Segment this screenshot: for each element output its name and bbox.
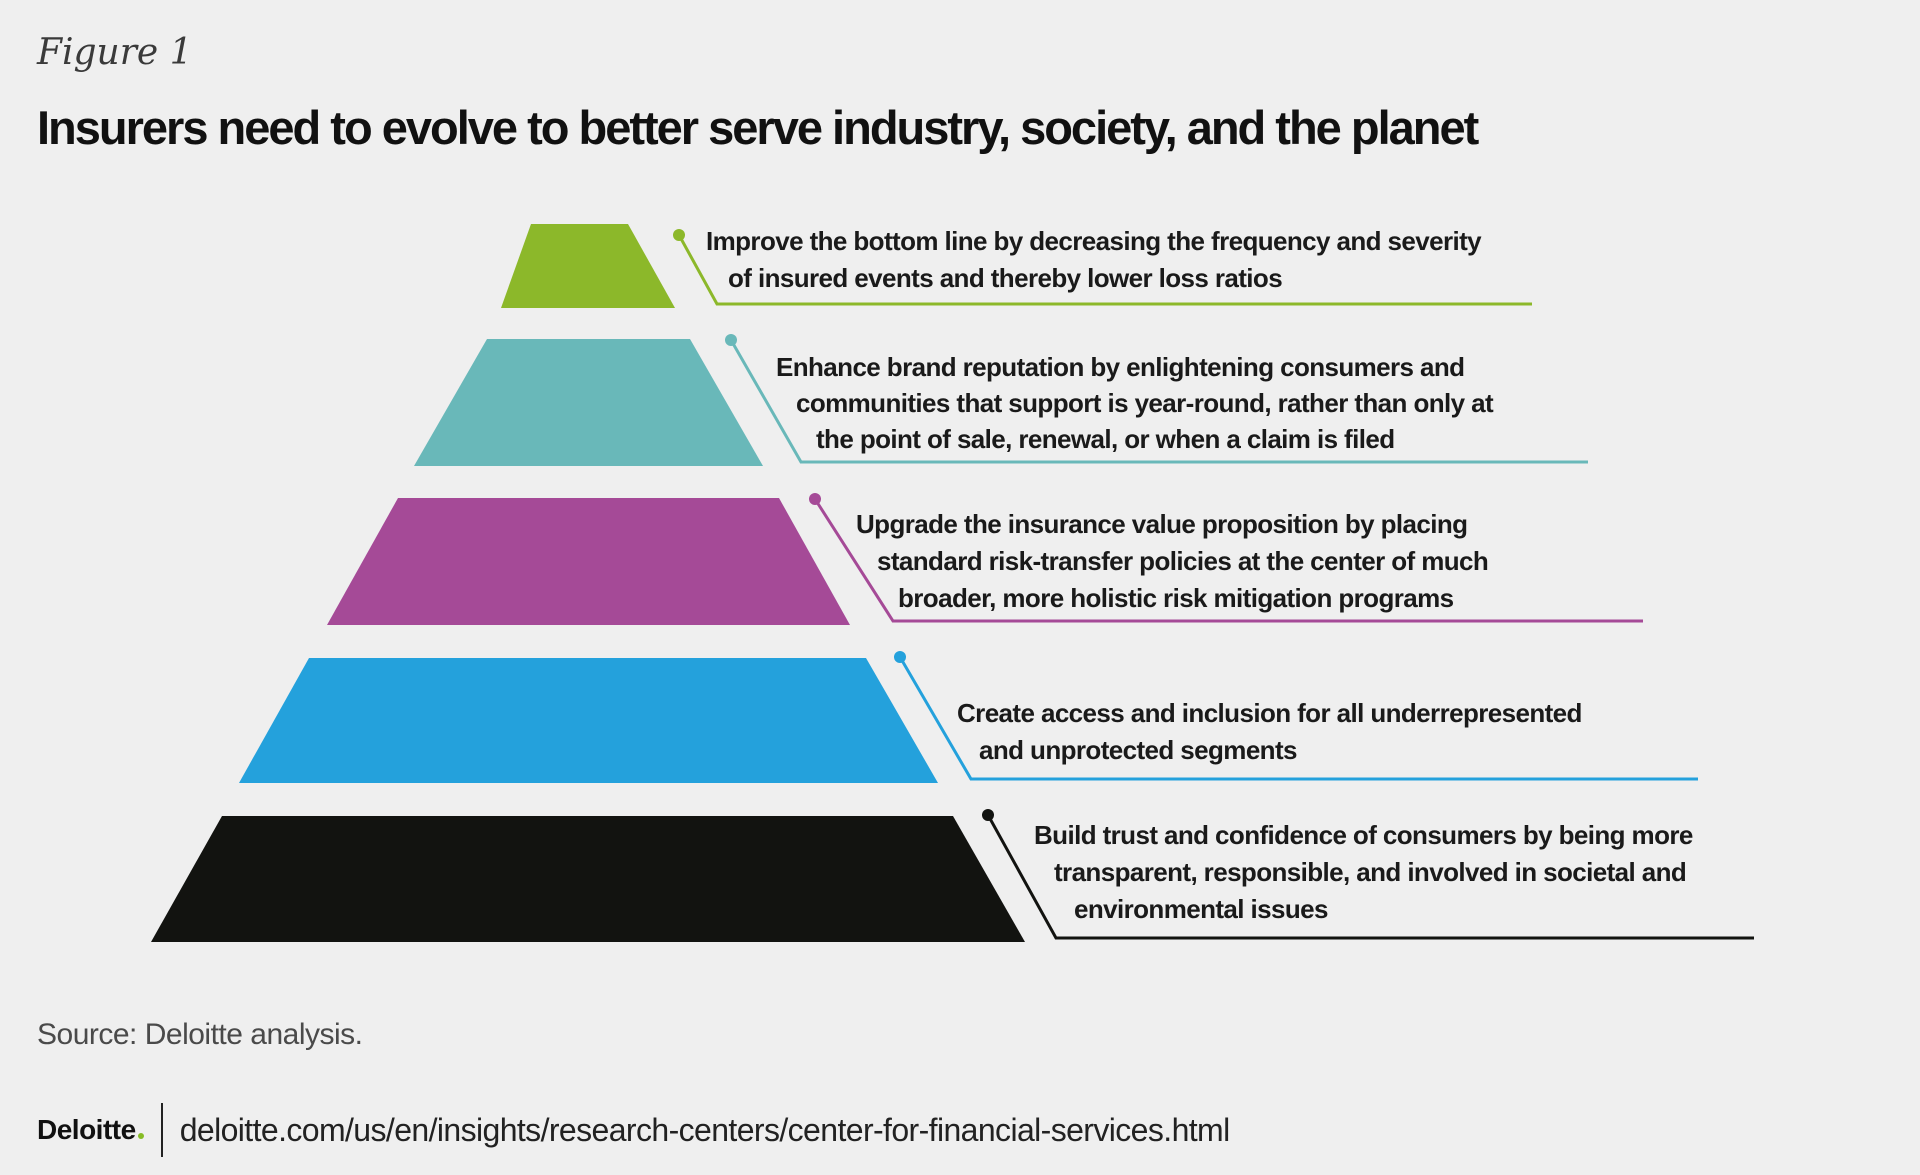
level-2-text-line-2: communities that support is year-round, … [796,388,1494,418]
level-3-text-line-3: broader, more holistic risk mitigation p… [898,583,1454,613]
brand-dot-icon [137,1133,144,1139]
level-1-text-line-2: of insured events and thereby lower loss… [728,263,1282,293]
callout-line-2 [729,339,1588,464]
brand-name: Deloitte [37,1114,136,1145]
level-3-text-line-1: Upgrade the insurance value proposition … [856,509,1467,539]
callout-dot-1 [673,229,685,241]
callout-line-3 [813,498,1643,623]
level-2-text-line-1: Enhance brand reputation by enlightening… [776,352,1464,382]
callout-dot-4 [894,651,906,663]
level-1-text-line-1: Improve the bottom line by decreasing th… [706,226,1482,256]
deloitte-logo: Deloitte [37,1114,144,1146]
footer: Deloitte deloitte.com/us/en/insights/res… [37,1103,1230,1157]
pyramid-level-2 [414,339,763,466]
level-4-text-line-1: Create access and inclusion for all unde… [957,698,1582,728]
pyramid-level-5 [151,816,1025,942]
footer-url: deloitte.com/us/en/insights/research-cen… [179,1111,1231,1148]
pyramid-diagram: Improve the bottom line by decreasing th… [151,224,1754,942]
figure-label: Figure 1 [37,32,193,73]
callout-dot-2 [725,334,737,346]
level-5-text-line-2: transparent, responsible, and involved i… [1054,857,1686,887]
level-5-text-line-3: environmental issues [1074,894,1328,924]
footer-divider [160,1103,163,1157]
pyramid-level-3 [327,498,850,625]
callout-line-4 [898,656,1698,781]
level-3-text-line-2: standard risk-transfer policies at the c… [877,546,1488,576]
pyramid-level-1 [501,224,675,308]
callout-line-1 [677,234,1532,306]
level-5-text-line-1: Build trust and confidence of consumers … [1034,820,1693,850]
callout-dot-5 [982,809,994,821]
pyramid-level-4 [239,658,938,783]
callout-dot-3 [809,493,821,505]
figure-title: Insurers need to evolve to better serve … [37,101,1479,154]
source-note: Source: Deloitte analysis. [37,1018,363,1051]
level-2-text-line-3: the point of sale, renewal, or when a cl… [816,424,1395,454]
callout-line-5 [986,814,1754,940]
level-4-text-line-2: and unprotected segments [979,735,1297,765]
